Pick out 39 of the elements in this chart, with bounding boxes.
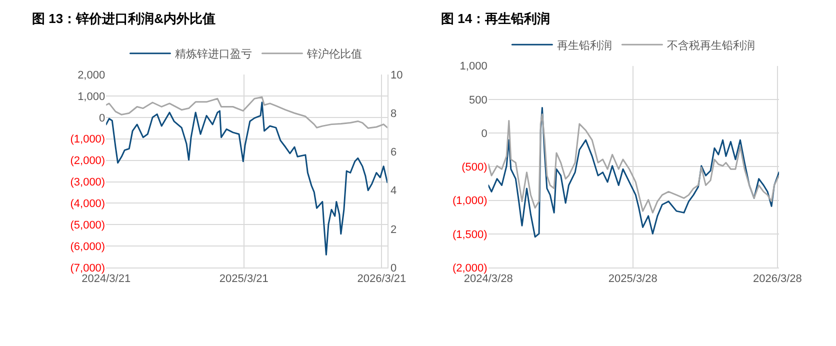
y-tick-label: (7,000)	[70, 262, 106, 274]
y2-tick-label: 2	[390, 224, 397, 236]
y-tick-label: (6,000)	[70, 240, 106, 253]
y-tick-label: 2,000	[78, 69, 106, 82]
y-tick-label: (1,000)	[452, 195, 488, 208]
y2-tick-label: 0	[390, 262, 397, 274]
line-series	[488, 107, 780, 238]
y-tick-label: (4,000)	[70, 198, 106, 210]
x-tick-label: 2026/3/28	[752, 272, 802, 285]
y-tick-label: (3,000)	[70, 176, 106, 189]
chart-title: 图 13：锌价进口利润&内外比值	[32, 11, 216, 26]
y-tick-label: 0	[481, 128, 488, 140]
line-series	[106, 102, 388, 256]
y2-tick-label: 4	[390, 185, 397, 198]
y-tick-label: (2,000)	[452, 262, 488, 274]
line-series	[106, 96, 388, 129]
y2-tick-label: 10	[390, 69, 403, 82]
legend-label: 不含税再生铅利润	[667, 38, 756, 52]
y-tick-label: (500)	[462, 162, 488, 174]
y-tick-label: 500	[468, 94, 488, 106]
y-tick-label: (2,000)	[70, 155, 106, 168]
chart-title: 图 14：再生铅利润	[441, 11, 550, 26]
y2-tick-label: 8	[390, 108, 397, 120]
legend-label: 锌沪伦比值	[306, 48, 362, 61]
y-tick-label: 1,000	[460, 60, 488, 73]
y2-tick-label: 6	[390, 146, 397, 159]
line-series	[488, 113, 780, 214]
y-tick-label: (1,500)	[452, 228, 488, 241]
y-tick-label: 0	[98, 112, 106, 124]
x-tick-label: 2025/3/28	[608, 272, 658, 285]
y-tick-label: (1,000)	[70, 134, 106, 146]
x-tick-label: 2024/3/21	[82, 272, 131, 285]
x-tick-label: 2024/3/28	[464, 272, 513, 285]
y-tick-label: (5,000)	[70, 220, 106, 232]
legend-label: 精炼锌进口盈亏	[175, 48, 252, 61]
x-tick-label: 2025/3/21	[219, 272, 268, 285]
y-tick-label: 1,000	[78, 90, 106, 103]
legend-label: 再生铅利润	[557, 38, 612, 52]
x-tick-label: 2026/3/21	[357, 272, 406, 285]
